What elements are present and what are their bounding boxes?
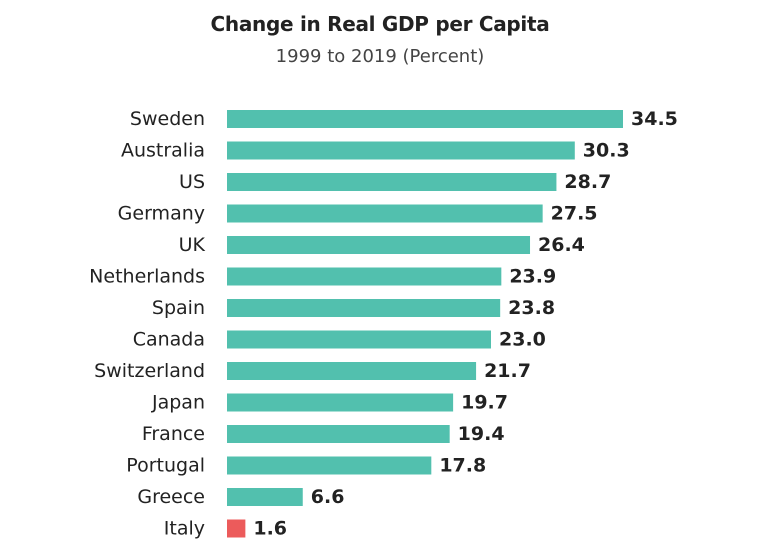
value-label: 19.4 [458,423,505,445]
bar-japan [227,393,454,412]
category-label: Japan [151,392,205,414]
value-label: 23.0 [499,329,546,351]
bar-uk [227,236,531,254]
value-label: 6.6 [311,486,345,508]
category-label: France [142,423,205,445]
category-labels-group: Sweden Australia US Germany UK Netherlands Spa… [89,108,205,540]
value-label: 34.5 [631,108,678,130]
bar-australia [227,141,575,160]
category-label: Australia [121,140,205,162]
value-label: 26.4 [538,234,585,256]
value-label: 17.8 [439,455,486,477]
value-label: 23.8 [508,297,555,319]
category-label: US [179,171,205,193]
value-label: 28.7 [564,171,611,193]
bar-greece [227,488,303,506]
value-labels-group: 34.530.3 28.7 27.5 26.4 23.9 23.8 23.0 21.7 19.7… [253,108,678,540]
chart-title: Change in Real GDP per Capita [210,12,550,36]
value-label: 30.3 [583,140,630,162]
category-label: UK [179,234,206,256]
value-label: 27.5 [551,203,598,225]
value-label: 19.7 [461,392,508,414]
bar-switzerland [227,362,477,380]
bar-portugal [227,456,432,475]
bar-germany [227,204,543,223]
category-label: Portugal [126,455,205,477]
bar-netherlands [227,267,502,286]
value-label: 1.6 [253,518,287,540]
bar-sweden [227,110,623,128]
category-label: Spain [152,297,205,319]
category-label: Italy [164,518,205,540]
value-label: 21.7 [484,360,531,382]
bar-canada [227,330,491,349]
bar-spain [227,299,501,317]
value-label: 23.9 [509,266,556,288]
category-label: Netherlands [89,266,205,288]
category-label: Germany [118,203,205,225]
bar-france [227,425,450,443]
bar-italy [227,519,246,538]
bars-group [227,110,623,538]
category-label: Switzerland [94,360,205,382]
category-label: Sweden [130,108,205,130]
chart-subtitle: 1999 to 2019 (Percent) [275,46,485,67]
category-label: Greece [137,486,205,508]
bar-us [227,173,557,191]
category-label: Canada [133,329,205,351]
